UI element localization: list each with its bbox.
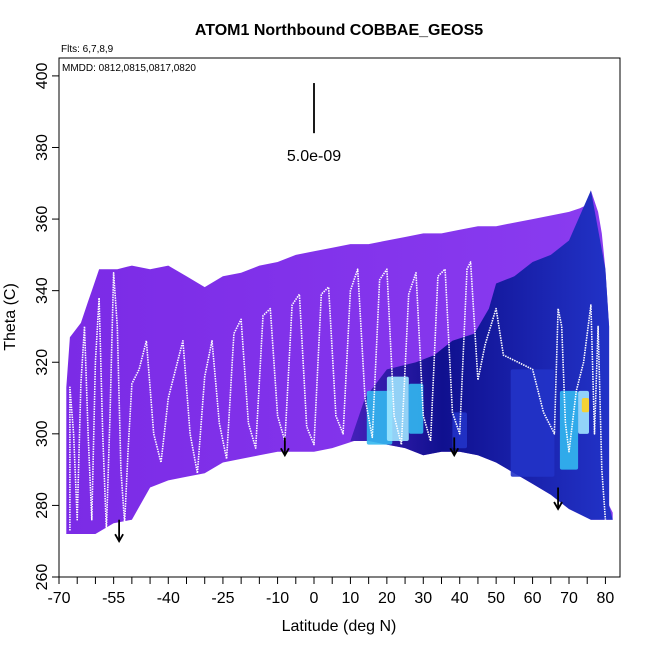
x-tick-label: 80 xyxy=(597,590,615,607)
x-axis: -70 -55 -40 -25 -10 0 10 20 30 40 50 60 70 80 xyxy=(47,576,620,607)
co-enhancement-patch xyxy=(408,383,424,434)
y-tick-label: 320 xyxy=(34,349,51,376)
y-tick-label: 300 xyxy=(34,420,51,447)
arrow-head xyxy=(280,447,290,458)
arrow-head xyxy=(114,533,124,544)
co-enhancement-patch xyxy=(386,376,409,441)
co-field xyxy=(66,190,613,534)
x-tick-label: -70 xyxy=(47,590,70,607)
chart-title: ATOM1 Northbound COBBAE_GEOS5 xyxy=(195,22,483,39)
x-tick-label: 40 xyxy=(451,590,469,607)
scale-bar-label: 5.0e-09 xyxy=(287,148,341,165)
scale-bar: 5.0e-09 xyxy=(287,83,341,165)
y-axis-title: Theta (C) xyxy=(2,283,19,351)
x-tick-label: 30 xyxy=(414,590,432,607)
y-tick-label: 360 xyxy=(34,206,51,233)
y-tick-label: 260 xyxy=(34,564,51,591)
flights-note: Flts: 6,7,8,9 xyxy=(61,44,114,55)
x-tick-label: -25 xyxy=(211,590,234,607)
arrow-head xyxy=(449,447,460,458)
y-tick-label: 340 xyxy=(34,277,51,304)
x-tick-label: 60 xyxy=(524,590,542,607)
co-enhancement-patch xyxy=(559,390,579,470)
x-tick-label: 10 xyxy=(342,590,360,607)
co-enhancement-patch xyxy=(578,390,589,434)
x-tick-label: -55 xyxy=(102,590,125,607)
x-tick-label: -10 xyxy=(266,590,289,607)
x-tick-label: 50 xyxy=(487,590,505,607)
plot-area: 5.0e-09 xyxy=(66,83,613,544)
x-tick-label: -40 xyxy=(157,590,180,607)
x-tick-label: 70 xyxy=(560,590,578,607)
y-axis: 260 280 300 320 340 360 380 400 xyxy=(34,62,60,591)
x-tick-label: 0 xyxy=(310,590,319,607)
co-enhancement-patch xyxy=(581,398,590,413)
arrow-head xyxy=(553,501,563,511)
arrow-markers xyxy=(114,437,563,544)
x-tick-label: 20 xyxy=(378,590,396,607)
dates-note: MMDD: 0812,0815,0817,0820 xyxy=(62,63,196,74)
y-tick-label: 400 xyxy=(34,62,51,89)
y-tick-label: 380 xyxy=(34,134,51,161)
y-tick-label: 280 xyxy=(34,492,51,519)
x-axis-title: Latitude (deg N) xyxy=(282,618,397,635)
co-enhancement-patch xyxy=(510,369,555,477)
